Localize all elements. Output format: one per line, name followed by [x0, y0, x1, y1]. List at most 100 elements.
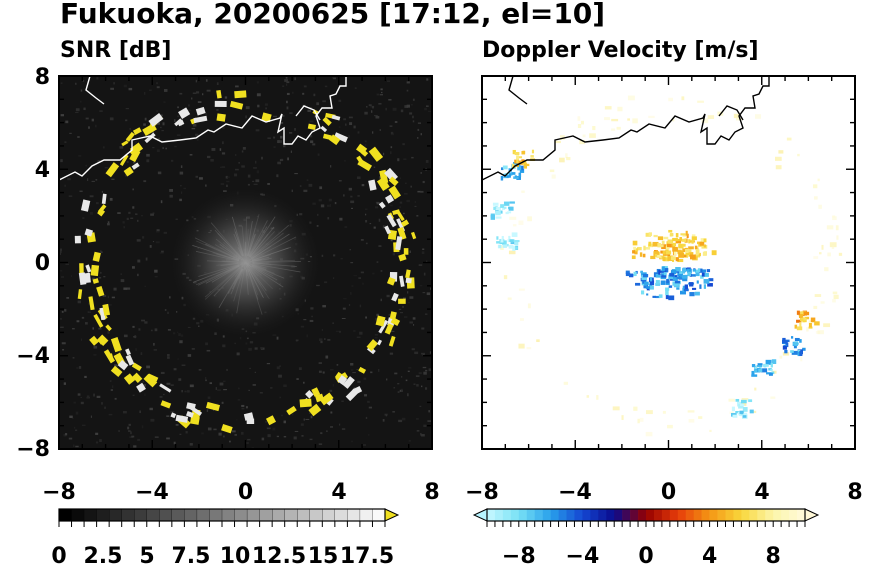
- snr-noise-speck: [385, 378, 388, 381]
- snr-noise-speck: [365, 416, 368, 420]
- velocity-echo-patch: [500, 210, 503, 214]
- snr-noise-speck: [162, 147, 164, 149]
- snr-noise-speck: [255, 160, 257, 164]
- snr-noise-speck: [72, 357, 75, 359]
- snr-noise-speck: [379, 129, 381, 132]
- snr-noise-speck: [364, 111, 368, 115]
- snr-noise-speck: [221, 166, 226, 168]
- snr-noise-speck: [403, 158, 407, 160]
- velocity-weak-echo-patch: [833, 294, 839, 300]
- snr-echo-patch: [77, 289, 83, 300]
- velocity-colorbar-tickmarks: [486, 521, 806, 527]
- snr-noise-speck: [217, 389, 221, 391]
- velocity-echo-patch: [503, 206, 507, 209]
- snr-noise-speck: [152, 212, 155, 214]
- snr-colorbar-cell: [372, 508, 386, 522]
- snr-noise-speck: [144, 117, 147, 121]
- snr-noise-speck: [93, 393, 96, 397]
- snr-noise-speck: [307, 109, 311, 112]
- snr-noise-speck: [422, 354, 425, 356]
- snr-noise-speck: [353, 330, 356, 332]
- snr-noise-speck: [309, 221, 312, 224]
- snr-noise-speck: [329, 97, 333, 100]
- snr-noise-speck: [207, 155, 211, 159]
- snr-noise-speck: [332, 277, 335, 280]
- snr-noise-speck: [96, 395, 101, 399]
- snr-noise-speck: [299, 185, 302, 187]
- snr-echo-patch: [265, 415, 277, 426]
- velocity-echo-patch: [669, 233, 674, 237]
- velocity-echo-patch: [754, 366, 758, 369]
- snr-noise-speck: [426, 78, 429, 81]
- velocity-weak-echo-patch: [813, 305, 818, 310]
- velocity-echo-patch: [645, 247, 651, 250]
- velocity-echo-patch: [673, 251, 677, 256]
- velocity-echo-patch: [658, 270, 661, 275]
- snr-noise-speck: [112, 357, 115, 360]
- velocity-weak-echo: [500, 95, 843, 437]
- velocity-weak-echo-patch: [549, 169, 555, 173]
- velocity-echo-patch: [692, 287, 697, 290]
- snr-echo-patch: [368, 179, 377, 191]
- snr-echo-patch: [82, 272, 91, 284]
- snr-noise-speck: [280, 158, 283, 161]
- velocity-echo-patch: [700, 275, 704, 279]
- velocity-echo-patch: [676, 287, 680, 290]
- snr-noise-speck: [179, 433, 182, 435]
- velocity-echo-patch: [796, 326, 803, 331]
- velocity-echo-patch: [695, 272, 700, 277]
- snr-noise-speck: [312, 202, 316, 205]
- snr-noise-speck: [222, 435, 225, 438]
- snr-noise-speck: [75, 108, 80, 112]
- velocity-echo-patch: [685, 252, 691, 256]
- snr-noise-speck: [92, 327, 95, 330]
- snr-noise-speck: [380, 88, 383, 91]
- snr-noise-speck: [330, 165, 332, 168]
- velocity-echo-patch: [669, 278, 674, 281]
- velocity-echo-patch: [696, 280, 699, 284]
- snr-colorbar-cell: [359, 508, 373, 522]
- snr-noise-speck: [290, 150, 292, 153]
- velocity-echo-patch: [691, 274, 696, 277]
- snr-noise-speck: [422, 180, 425, 184]
- snr-noise-speck: [174, 145, 177, 148]
- snr-noise-speck: [235, 154, 237, 156]
- velocity-echo-patch: [810, 317, 816, 323]
- velocity-weak-echo-patch: [565, 153, 568, 158]
- snr-noise-speck: [249, 341, 254, 344]
- snr-noise-speck: [128, 87, 133, 91]
- snr-noise-speck: [72, 328, 75, 330]
- snr-noise-speck: [310, 415, 313, 419]
- snr-noise-speck: [167, 329, 171, 331]
- velocity-colorbar-cell: [606, 509, 615, 521]
- snr-echo-patch: [144, 132, 156, 144]
- snr-noise-speck: [100, 250, 102, 253]
- velocity-echo-patch: [698, 268, 703, 273]
- snr-noise-speck: [272, 427, 276, 431]
- snr-echo-patch: [410, 231, 417, 240]
- snr-noise-speck: [159, 396, 163, 398]
- snr-echo-patch: [397, 226, 407, 240]
- velocity-echo-patch: [667, 239, 674, 244]
- velocity-echo-patch: [496, 236, 499, 240]
- velocity-echo-patch: [518, 172, 522, 178]
- snr-noise-speck: [380, 298, 382, 302]
- velocity-weak-echo-patch: [668, 97, 674, 102]
- snr-noise-speck: [321, 329, 323, 331]
- snr-noise-speck: [111, 178, 115, 180]
- snr-echo-patch: [125, 348, 131, 356]
- snr-noise-speck: [157, 137, 161, 141]
- velocity-colorbar-cell: [669, 509, 679, 521]
- snr-noise-speck: [231, 430, 236, 433]
- snr-noise-speck: [352, 371, 356, 374]
- snr-noise-speck: [167, 357, 170, 359]
- snr-noise-speck: [205, 379, 207, 382]
- snr-echo-patch: [405, 277, 412, 284]
- snr-noise-speck: [59, 252, 61, 255]
- velocity-xtick-label: 8: [847, 480, 862, 505]
- velocity-echo-patch: [735, 398, 740, 402]
- velocity-echo-patch: [513, 176, 519, 179]
- velocity-weak-echo-patch: [774, 156, 782, 161]
- snr-noise-speck: [425, 105, 429, 107]
- velocity-echo-patch: [672, 242, 677, 247]
